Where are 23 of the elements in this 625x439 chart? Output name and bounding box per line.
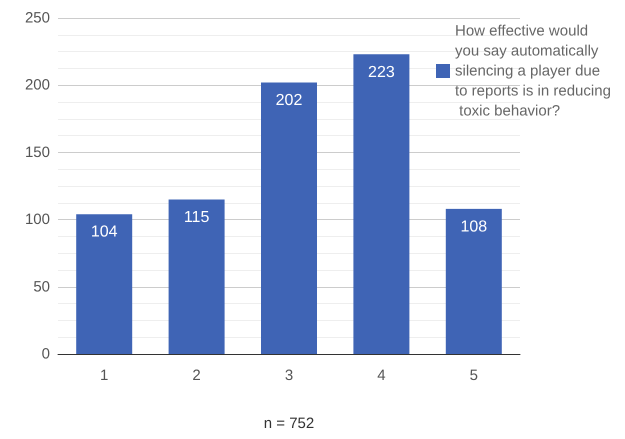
data-label: 104 [90,224,118,241]
legend-label: How effective would you say automatically silencing a player due to reports is in reducing toxic behavior? [455,22,611,120]
data-label: 223 [368,64,395,81]
x-tick-label: 1 [100,367,108,384]
x-axis-title: n = 752 [264,415,314,432]
x-tick-label: 5 [470,367,478,384]
bar [353,54,410,354]
y-tick-label: 100 [24,211,50,228]
data-label: 202 [276,92,302,110]
bar [261,82,317,354]
data-label: 108 [460,218,488,236]
y-tick-label: 50 [33,278,50,296]
bar [168,199,225,354]
y-tick-label: 0 [42,346,50,362]
x-tick-label: 4 [377,367,386,384]
y-tick-label: 200 [24,76,50,94]
y-tick-label: 150 [24,144,50,161]
bar [76,214,132,354]
x-tick-label: 3 [284,367,294,384]
y-tick-label: 250 [24,10,50,26]
bar [446,208,502,354]
data-label: 115 [184,208,210,226]
x-tick-label: 2 [192,367,201,384]
